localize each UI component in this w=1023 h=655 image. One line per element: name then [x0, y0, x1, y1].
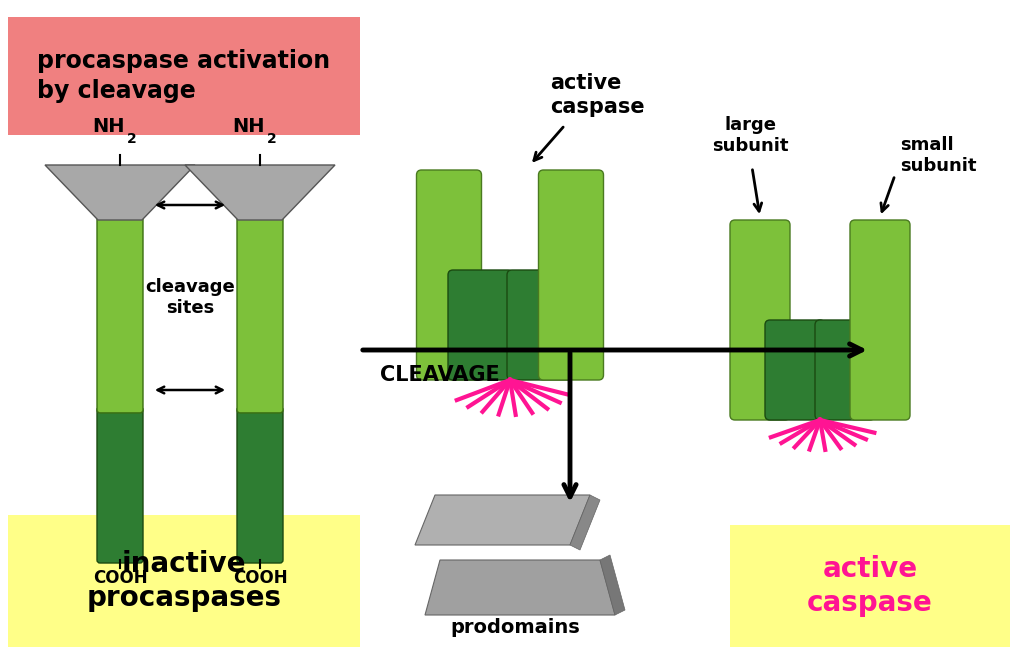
- FancyBboxPatch shape: [850, 220, 910, 420]
- Text: cleavage
sites: cleavage sites: [145, 278, 235, 317]
- Polygon shape: [570, 495, 601, 550]
- Text: procaspase activation
by cleavage: procaspase activation by cleavage: [38, 49, 330, 103]
- Text: NH: NH: [92, 117, 124, 136]
- FancyBboxPatch shape: [815, 320, 875, 420]
- FancyBboxPatch shape: [507, 270, 572, 380]
- Text: inactive
procaspases: inactive procaspases: [87, 550, 281, 612]
- FancyBboxPatch shape: [237, 189, 283, 413]
- Polygon shape: [45, 165, 195, 220]
- Polygon shape: [415, 495, 590, 545]
- Text: COOH: COOH: [93, 569, 147, 587]
- FancyBboxPatch shape: [97, 189, 143, 413]
- Text: active
caspase: active caspase: [807, 555, 933, 617]
- FancyBboxPatch shape: [448, 270, 513, 380]
- FancyBboxPatch shape: [97, 407, 143, 563]
- FancyBboxPatch shape: [237, 407, 283, 563]
- Text: small
subunit: small subunit: [900, 136, 977, 175]
- Text: 2: 2: [127, 132, 137, 146]
- Text: COOH: COOH: [232, 569, 287, 587]
- FancyBboxPatch shape: [416, 170, 482, 380]
- Polygon shape: [601, 555, 625, 615]
- Polygon shape: [425, 560, 615, 615]
- FancyBboxPatch shape: [730, 220, 790, 420]
- FancyBboxPatch shape: [8, 17, 360, 135]
- FancyBboxPatch shape: [765, 320, 825, 420]
- Polygon shape: [185, 165, 335, 220]
- FancyBboxPatch shape: [730, 525, 1010, 647]
- Text: prodomains: prodomains: [450, 618, 580, 637]
- FancyBboxPatch shape: [538, 170, 604, 380]
- Text: active
caspase: active caspase: [550, 73, 644, 117]
- Text: 2: 2: [267, 132, 277, 146]
- Text: CLEAVAGE: CLEAVAGE: [380, 365, 500, 385]
- Text: NH: NH: [232, 117, 264, 136]
- Text: large
subunit: large subunit: [712, 116, 789, 155]
- FancyBboxPatch shape: [8, 515, 360, 647]
